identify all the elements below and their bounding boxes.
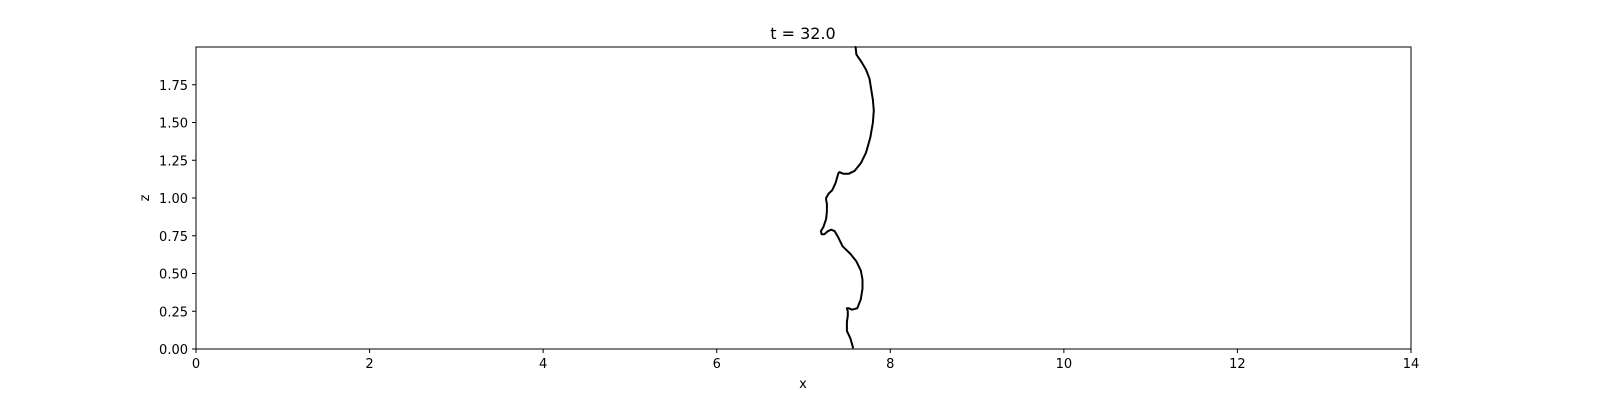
x-tick-label: 10 bbox=[1056, 357, 1073, 372]
x-tick-label: 12 bbox=[1229, 357, 1246, 372]
y-axis: 0.00 0.25 0.50 0.75 1.00 1.25 1.50 1.75 bbox=[159, 79, 196, 358]
y-axis-label: z bbox=[138, 194, 153, 201]
series-line bbox=[819, 46, 875, 349]
chart-title: t = 32.0 bbox=[770, 24, 835, 43]
x-tick-label: 2 bbox=[365, 357, 373, 372]
x-tick-label: 6 bbox=[713, 357, 721, 372]
x-tick-label: 0 bbox=[192, 357, 200, 372]
x-tick-label: 8 bbox=[886, 357, 894, 372]
y-tick-label: 1.50 bbox=[159, 117, 188, 132]
x-axis: 0 2 4 6 8 10 12 14 bbox=[192, 349, 1419, 372]
x-tick-label: 4 bbox=[539, 357, 547, 372]
x-axis-label: x bbox=[799, 377, 807, 392]
y-tick-label: 0.00 bbox=[159, 343, 188, 358]
y-tick-label: 1.00 bbox=[159, 192, 188, 207]
y-tick-label: 0.25 bbox=[159, 305, 188, 320]
y-tick-label: 0.75 bbox=[159, 230, 188, 245]
y-tick-label: 1.75 bbox=[159, 79, 188, 94]
y-tick-label: 0.50 bbox=[159, 268, 188, 283]
plot-area bbox=[819, 46, 875, 349]
plot-frame bbox=[195, 46, 1412, 350]
y-tick-label: 1.25 bbox=[159, 154, 188, 169]
x-tick-label: 14 bbox=[1403, 357, 1420, 372]
